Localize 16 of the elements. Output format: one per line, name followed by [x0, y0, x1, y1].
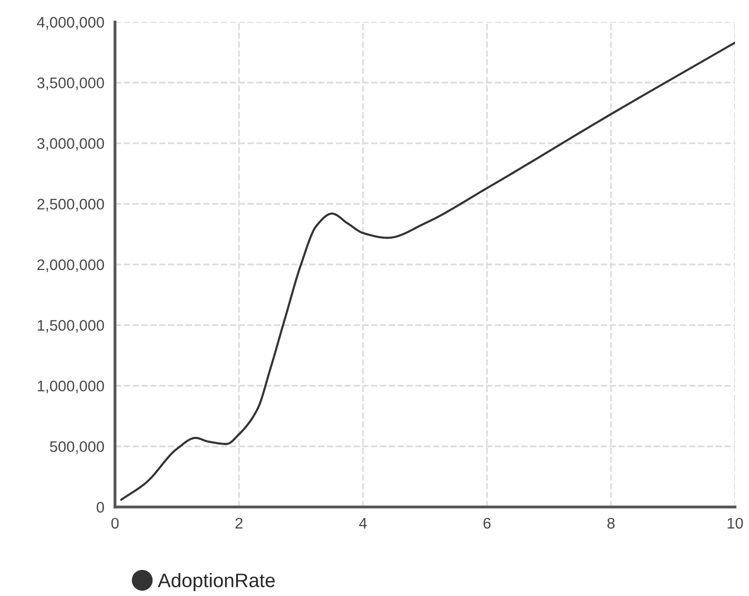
legend-label: AdoptionRate — [158, 573, 275, 592]
y-tick-label: 0 — [96, 502, 104, 513]
y-tick-label: 500,000 — [50, 441, 104, 454]
x-tick-label: 8 — [607, 518, 615, 529]
y-tick-label: 1,000,000 — [38, 380, 104, 394]
x-tick-label: 6 — [484, 518, 491, 529]
y-tick-label: 2,500,000 — [37, 198, 104, 212]
y-tick-label: 2,000,000 — [37, 259, 104, 272]
x-tick-label: 2 — [236, 518, 242, 528]
y-tick-label: 3,500,000 — [37, 77, 104, 90]
x-tick-label: 0 — [111, 518, 119, 529]
x-tick-label: 4 — [359, 518, 367, 528]
x-tick-label: 10 — [728, 518, 743, 529]
y-tick-label: 1,500,000 — [38, 320, 104, 333]
y-tick-label: 3,000,000 — [37, 138, 104, 151]
y-tick-label: 4,000,000 — [36, 16, 104, 30]
